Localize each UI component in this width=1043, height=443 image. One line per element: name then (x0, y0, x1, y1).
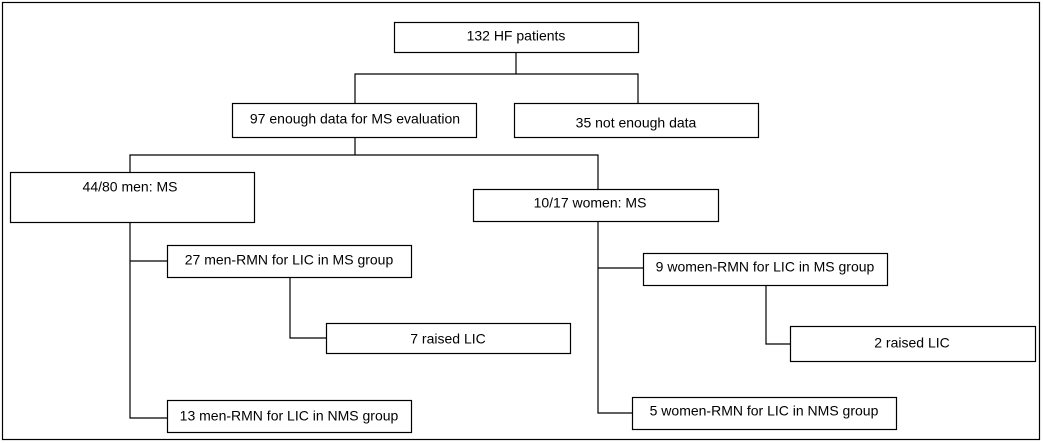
connector (289, 277, 326, 339)
node-label: 44/80 men: MS (83, 179, 178, 195)
node-label: 27 men-RMN for LIC in MS group (185, 252, 394, 268)
node-label: 132 HF patients (467, 28, 566, 44)
node-label: 5 women-RMN for LIC in NMS group (650, 403, 879, 419)
node-box (472, 188, 720, 223)
connector (129, 154, 599, 189)
node-box (393, 21, 640, 54)
node-box (642, 252, 889, 287)
node-box (789, 325, 1037, 363)
node-label: 7 raised LIC (410, 331, 485, 347)
connector (597, 221, 632, 414)
node-label: 13 men-RMN for LIC in NMS group (180, 408, 399, 424)
node-box (166, 399, 413, 434)
node-box (9, 171, 256, 224)
connector (354, 73, 639, 103)
node-box (513, 102, 760, 139)
node-box (166, 244, 413, 279)
connector (765, 285, 790, 345)
node-label: 10/17 women: MS (534, 195, 647, 211)
nodes: 132 HF patients 97 enough data for MS eva… (9, 21, 1037, 434)
node-label: 2 raised LIC (874, 335, 949, 351)
node-box (631, 396, 898, 431)
node-label: 35 not enough data (576, 115, 697, 131)
connector (129, 222, 167, 419)
node-label: 9 women-RMN for LIC in MS group (656, 259, 875, 275)
connectors (129, 52, 790, 419)
node-box (231, 102, 478, 139)
node-label: 97 enough data for MS evaluation (250, 111, 460, 127)
node-box (325, 322, 572, 355)
